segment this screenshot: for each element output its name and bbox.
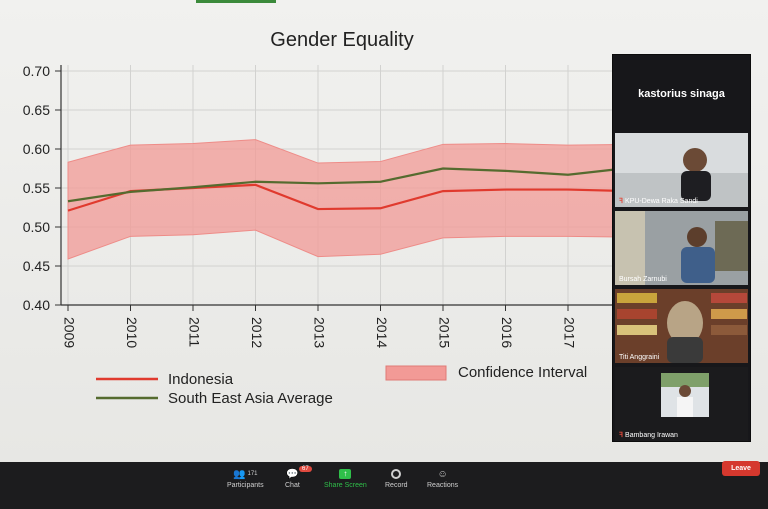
chat-badge: 67 (299, 466, 312, 472)
legend-indonesia-label: Indonesia (168, 371, 234, 388)
participant-photo (615, 367, 748, 441)
muted-mic-icon: ꟻ (619, 432, 624, 439)
gender-equality-chart: Gender Equality 0.70 0.65 0.60 0.55 0.50 0.45… (23, 29, 631, 407)
chart-title: Gender Equality (270, 29, 413, 51)
host-name: kastorius sinaga (638, 88, 725, 100)
participant-label: Bursah Zarnubi (619, 276, 667, 283)
participant-video (615, 211, 748, 285)
leave-label: Leave (731, 465, 751, 472)
video-tile[interactable]: ꟻ KPU-Dewa Raka Sandi (615, 133, 748, 207)
chat-button[interactable]: 💬 67 Chat (285, 466, 312, 489)
leave-button[interactable]: Leave (722, 461, 760, 476)
reactions-button[interactable]: ☺ Reactions (427, 466, 459, 490)
share-screen-label: Share Screen (324, 482, 367, 489)
reactions-icon: ☺ (437, 468, 448, 480)
video-tile[interactable]: Bursah Zarnubi (615, 211, 748, 285)
participant-label: Titi Anggraini (619, 354, 659, 361)
participant-name: Titi Anggraini (619, 354, 660, 361)
participants-button[interactable]: 👥 171 Participants (227, 466, 264, 490)
y-tick-label: 0.65 (23, 102, 50, 118)
x-tick-label: 2014 (374, 317, 390, 348)
x-tick-label: 2017 (561, 317, 577, 348)
y-tick-label: 0.55 (23, 180, 50, 196)
x-tick-label: 2012 (249, 317, 265, 348)
share-screen-button[interactable]: ↑ Share Screen (324, 466, 367, 489)
participant-name: KPU-Dewa Raka Sandi (625, 197, 698, 205)
muted-mic-icon: ꟻ (619, 198, 624, 205)
participant-label: ꟻ KPU-Dewa Raka Sandi (619, 197, 698, 206)
host-name-header: kastorius sinaga (613, 55, 750, 133)
x-tick-label: 2013 (311, 317, 327, 348)
participant-name: Bursah Zarnubi (619, 276, 667, 283)
chat-label: Chat (285, 482, 300, 489)
participants-count: 171 (247, 471, 258, 477)
legend-confidence-interval-label: Confidence Interval (458, 364, 587, 381)
confidence-interval-band (67, 139, 631, 260)
x-tick-label: 2015 (436, 317, 452, 348)
series-line-south-east-asia-average (67, 166, 631, 203)
y-tick-label: 0.60 (23, 141, 50, 157)
participant-video (615, 133, 748, 207)
participant-video (615, 289, 748, 363)
record-icon (391, 469, 402, 479)
legend-south-east-asia-average-label: South East Asia Average (168, 390, 333, 407)
x-tick-label: 2009 (61, 317, 77, 348)
x-tick-label: 2016 (499, 317, 515, 348)
record-label: Record (385, 482, 408, 489)
legend-confidence-interval-swatch (385, 365, 447, 381)
reactions-label: Reactions (427, 482, 459, 489)
meeting-toolbar: 👥 171 Participants 💬 67 Chat ↑ Share Scr… (0, 462, 768, 509)
participant-name: Bambang Irawan (625, 431, 678, 439)
y-tick-label: 0.45 (23, 258, 50, 274)
video-tile[interactable]: Titi Anggraini (615, 289, 748, 363)
record-button[interactable]: Record (385, 466, 408, 489)
x-tick-label: 2011 (186, 317, 202, 347)
participants-icon: 👥 (233, 468, 246, 480)
video-gallery-panel: kastorius sinaga ꟻ KPU-Dewa Raka Sandi B… (612, 54, 751, 442)
participant-label: ꟻ Bambang Irawan (619, 431, 678, 440)
participants-label: Participants (227, 482, 264, 489)
x-tick-label: 2010 (124, 317, 140, 348)
video-tile[interactable]: ꟻ Bambang Irawan (615, 367, 748, 441)
chat-icon: 💬 (286, 468, 299, 480)
y-tick-label: 0.50 (23, 219, 50, 235)
y-tick-label: 0.40 (23, 297, 50, 313)
share-screen-icon: ↑ (339, 469, 352, 479)
y-tick-label: 0.70 (23, 63, 50, 79)
share-indicator-strip (196, 0, 276, 3)
